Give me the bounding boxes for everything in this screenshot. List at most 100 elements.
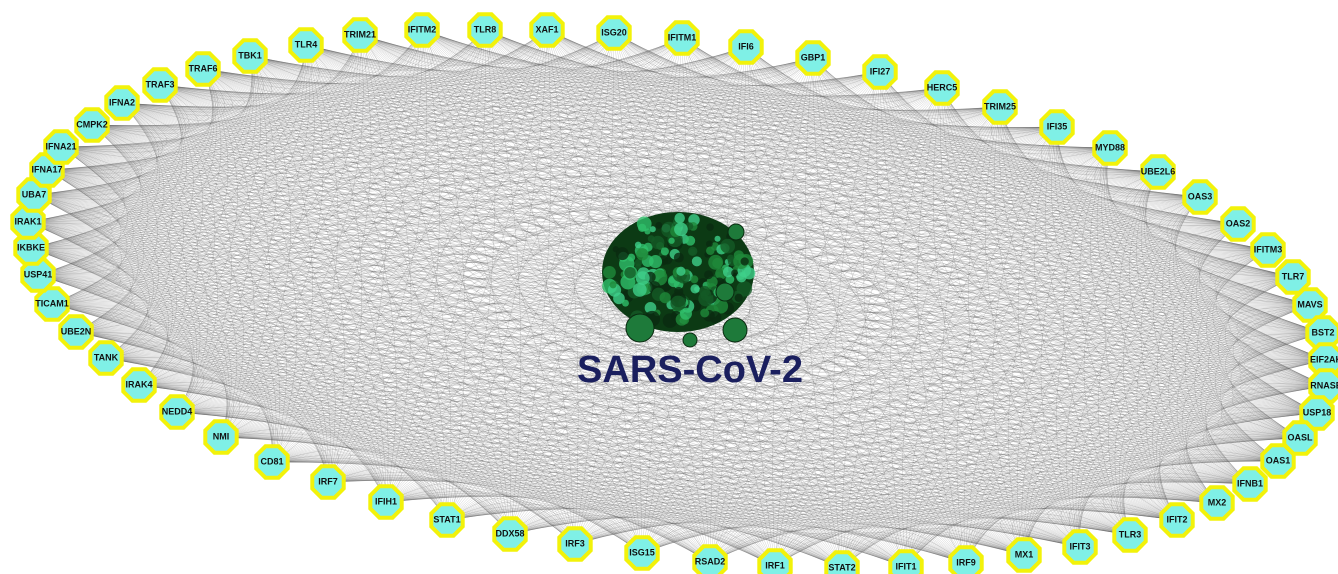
virus-spot (688, 247, 697, 256)
virus-spot (674, 213, 684, 223)
virus-bud (626, 314, 654, 342)
node-label: IFNA17 (31, 164, 62, 174)
virus-spot (674, 253, 684, 263)
virus-spot (668, 238, 674, 244)
node-label: TLR3 (1119, 529, 1142, 539)
network-diagram: SARS-CoV-2 TLR4 TRIM21 IFITM2 TLR8 XAF1 ISG20… (0, 0, 1338, 574)
node-label: IFNA21 (45, 141, 76, 151)
node-label: TRIM21 (344, 29, 376, 39)
virus-spot (704, 270, 713, 279)
virus-spot (624, 267, 635, 278)
node-label: STAT1 (433, 514, 460, 524)
virus-spot (622, 300, 629, 307)
node-label: EIF2AK (1310, 354, 1338, 364)
node-label: MX2 (1208, 497, 1227, 507)
node-label: IRAK1 (14, 216, 41, 226)
virus-spot (655, 222, 662, 229)
node-label: IRF3 (565, 538, 585, 548)
virus-spot (635, 242, 642, 249)
node-label: RNASE (1310, 380, 1338, 390)
node-label: USP41 (24, 269, 53, 279)
node-label: TRIM25 (984, 101, 1016, 111)
node-label: UBA7 (22, 189, 47, 199)
node-label: GBP1 (801, 52, 826, 62)
virus-spot (660, 292, 671, 303)
virus-spot (708, 255, 723, 270)
node-label: IKBKE (17, 242, 45, 252)
node-label: STAT2 (828, 562, 855, 572)
node-label: IFIH1 (375, 496, 397, 506)
node-label: IFIT1 (895, 561, 916, 571)
node-label: IFI27 (870, 66, 891, 76)
node-label: OAS3 (1188, 191, 1213, 201)
node-label: HERC5 (927, 82, 958, 92)
virus-spot (692, 256, 702, 266)
node-label: UBE2L6 (1141, 166, 1176, 176)
node-label: IFITM2 (408, 24, 437, 34)
node-label: TICAM1 (35, 298, 69, 308)
node-label: IFITM3 (1254, 244, 1283, 254)
node-label: BST2 (1311, 327, 1334, 337)
node-label: IFIT2 (1166, 514, 1187, 524)
virus-spot (650, 226, 656, 232)
virus-spot (633, 283, 647, 297)
virus-spot (676, 267, 685, 276)
node-label: MAVS (1297, 299, 1322, 309)
node-label: IFNA2 (109, 97, 135, 107)
virus-bud (716, 283, 734, 301)
node-label: IFNB1 (1237, 478, 1263, 488)
node-label: IFI35 (1047, 121, 1068, 131)
node-label: TBK1 (238, 50, 262, 60)
virus-spot (706, 240, 713, 247)
virus-spot (674, 222, 688, 236)
virus-spot (706, 223, 713, 230)
node-label: IFIT3 (1069, 541, 1090, 551)
node-label: MYD88 (1095, 142, 1125, 152)
node-label: CD81 (260, 456, 283, 466)
node-label: TLR8 (474, 24, 497, 34)
node-label: TANK (94, 352, 119, 362)
node-label: CMPK2 (76, 119, 108, 129)
virus-spot (610, 281, 617, 288)
node-label: OAS2 (1226, 218, 1251, 228)
node-label: IFI6 (738, 41, 754, 51)
virus-spot (720, 239, 735, 254)
node-label: RSAD2 (695, 556, 726, 566)
node-label: XAF1 (535, 24, 558, 34)
virus-spot (670, 296, 685, 311)
node-label: IRF1 (765, 560, 785, 570)
virus-spot (685, 236, 695, 246)
virus-spot (661, 247, 669, 255)
node-label: IFITM1 (668, 32, 697, 42)
node-label: USP18 (1303, 407, 1332, 417)
node-label: IRAK4 (125, 379, 152, 389)
title: SARS-CoV-2 (577, 349, 803, 391)
node-label: NEDD4 (162, 406, 193, 416)
node-label: TLR4 (295, 39, 318, 49)
virus-spot (651, 236, 664, 249)
virus-spot (743, 267, 755, 279)
virus-spot (690, 284, 699, 293)
node-label: TLR7 (1282, 271, 1305, 281)
node-label: ISG15 (629, 547, 655, 557)
node-label: UBE2N (61, 326, 92, 336)
virus-spot (636, 248, 648, 260)
virus-spot (637, 216, 652, 231)
node-label: OASL (1287, 432, 1313, 442)
node-label: MX1 (1015, 549, 1034, 559)
node-label: TRAF6 (189, 63, 218, 73)
virus-spot (700, 309, 709, 318)
virus-spot (636, 271, 650, 285)
virus-spot (715, 236, 721, 242)
virus-spot (644, 228, 650, 234)
virus-bud (728, 224, 744, 240)
node-label: ISG20 (601, 27, 627, 37)
virus-spot (706, 247, 714, 255)
node-label: TRAF3 (146, 79, 175, 89)
virus-bud (683, 333, 697, 347)
node-label: OAS1 (1266, 455, 1291, 465)
node-label: IRF7 (318, 476, 338, 486)
node-label: NMI (213, 431, 230, 441)
virus-spot (690, 275, 698, 283)
virus-spot (735, 294, 743, 302)
